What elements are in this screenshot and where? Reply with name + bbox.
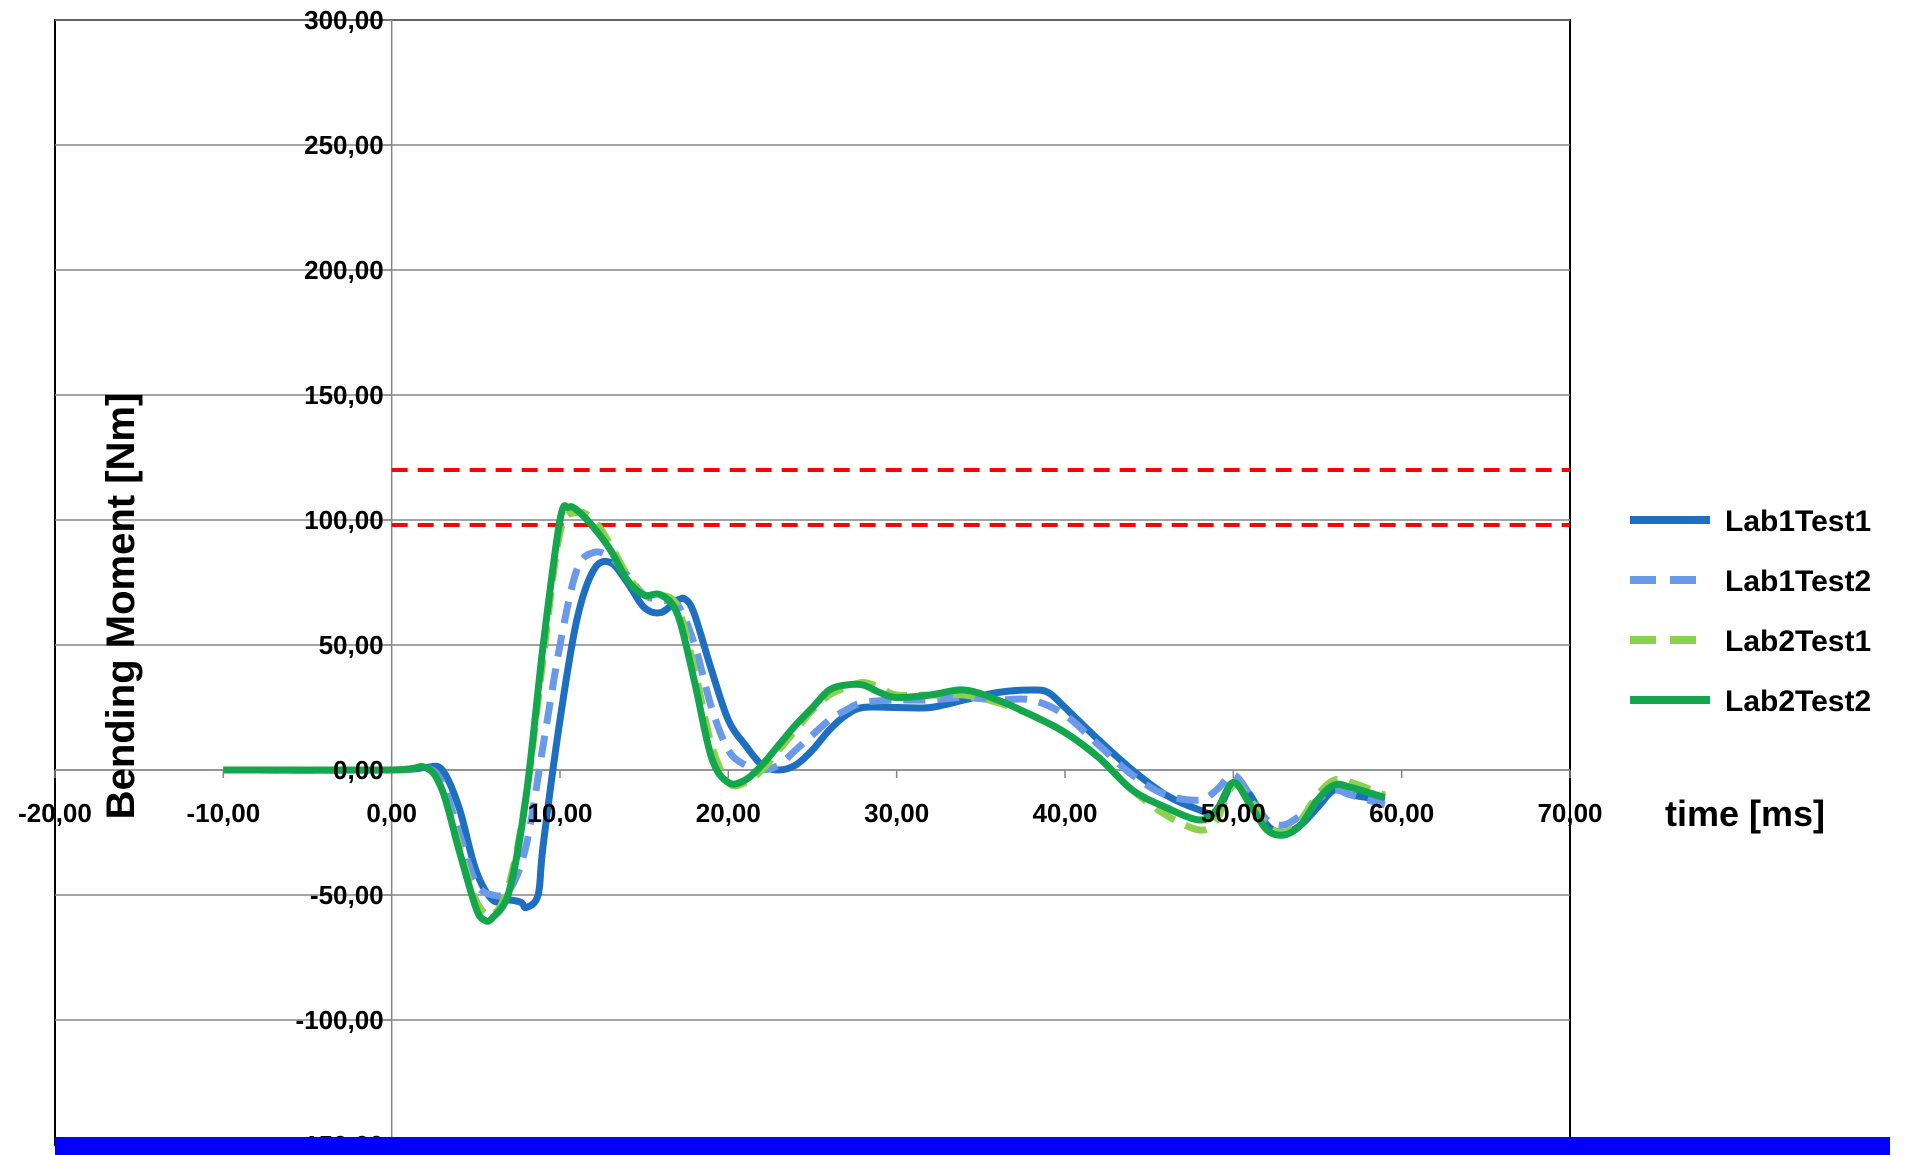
y-tick-label-7: 200,00 — [304, 255, 384, 285]
series-line-lab2test2 — [223, 502, 1386, 925]
y-tick-label-2: -50,00 — [310, 880, 384, 910]
x-tick-label-8: 60,00 — [1369, 798, 1434, 828]
legend-label-lab1test2: Lab1Test2 — [1725, 565, 1871, 598]
plot-area — [54, 19, 1571, 1146]
x-tick-label-7: 50,00 — [1201, 798, 1266, 828]
series-group — [223, 502, 1387, 925]
legend-label-lab2test2: Lab2Test2 — [1725, 685, 1871, 718]
y-tick-label-1: -100,00 — [295, 1005, 383, 1035]
x-tick-labels: -20,00 -10,00 0,00 10,00 20,00 30,00 40,00 50,0… — [18, 798, 1602, 828]
legend-label-lab2test1: Lab2Test1 — [1725, 625, 1871, 658]
x-axis-title: time [ms] — [1665, 793, 1825, 834]
x-tick-label-9: 70,00 — [1537, 798, 1602, 828]
x-tick-label-6: 40,00 — [1032, 798, 1097, 828]
y-tick-label-4: 50,00 — [319, 630, 384, 660]
x-tick-label-0: -20,00 — [18, 798, 92, 828]
y-tick-label-5: 100,00 — [304, 505, 384, 535]
y-tick-label-8: 250,00 — [304, 130, 384, 160]
x-tick-label-4: 20,00 — [696, 798, 761, 828]
legend: Lab1Test1 Lab1Test2 Lab2Test1 Lab2Test2 — [1630, 505, 1871, 718]
legend-label-lab1test1: Lab1Test1 — [1725, 505, 1871, 538]
y-tick-label-3: 0,00 — [333, 755, 384, 785]
bottom-bar — [55, 1137, 1890, 1155]
x-tick-label-3: 10,00 — [527, 798, 592, 828]
y-axis-title: Bending Moment [Nm] — [99, 393, 143, 820]
y-tick-label-6: 150,00 — [304, 380, 384, 410]
x-tick-label-5: 30,00 — [864, 798, 929, 828]
x-tick-label-1: -10,00 — [186, 798, 260, 828]
y-tick-label-9: 300,00 — [304, 5, 384, 35]
x-tick-label-2: 0,00 — [366, 798, 417, 828]
